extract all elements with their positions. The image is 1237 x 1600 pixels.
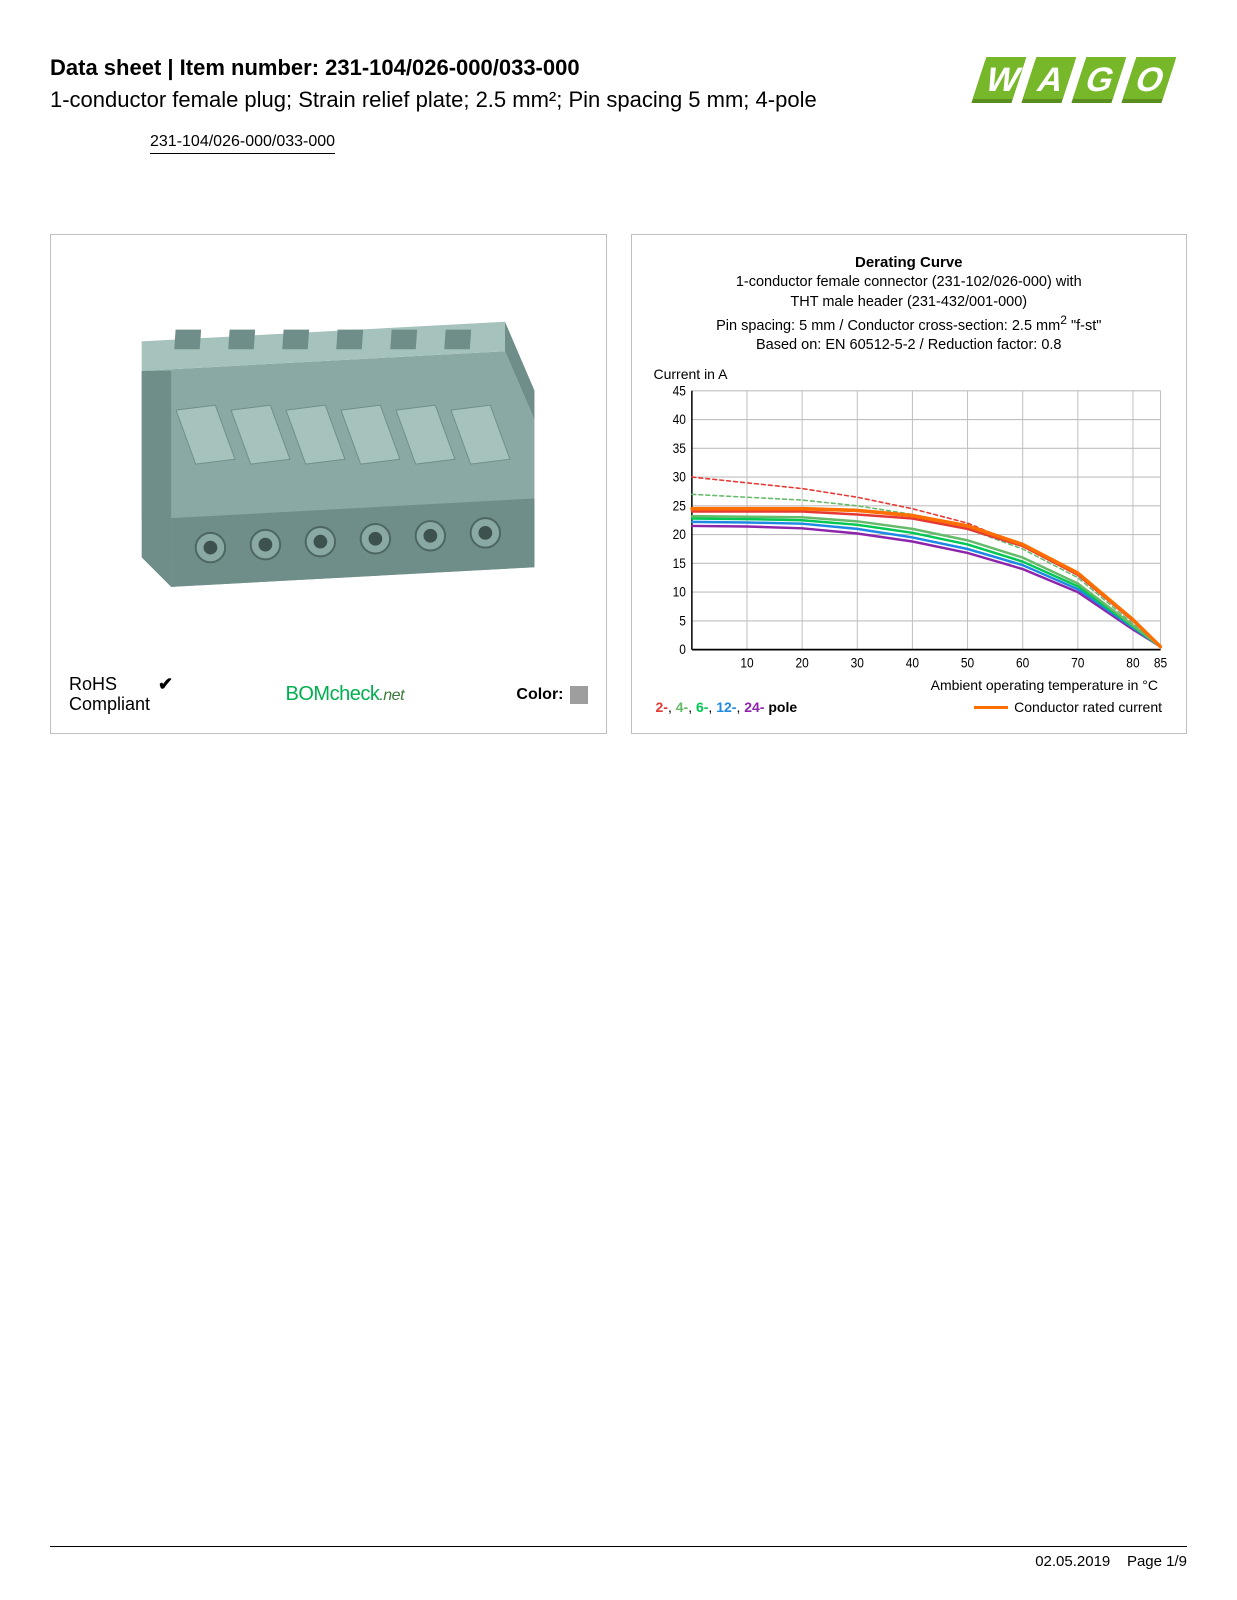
chart-legend: 2-, 4-, 6-, 12-, 24- pole Conductor rate… [650, 699, 1169, 715]
item-number-value: 231-104/026-000/033-000 [325, 55, 579, 80]
color-swatch [570, 686, 588, 704]
chart-y-label: Current in A [654, 366, 1169, 382]
chart-sub2: THT male header (231-432/001-000) [650, 293, 1169, 313]
legend-rated-label: Conductor rated current [1014, 699, 1162, 715]
bomcheck-badge: BOMcheck.net [286, 683, 405, 706]
svg-text:10: 10 [672, 584, 685, 600]
svg-text:60: 60 [1016, 655, 1029, 671]
legend-rated-line [974, 706, 1008, 709]
svg-text:35: 35 [672, 440, 685, 456]
product-description: 1-conductor female plug; Strain relief p… [50, 85, 947, 115]
color-indicator: Color: [516, 686, 587, 704]
svg-text:45: 45 [672, 384, 685, 398]
header-text-block: Data sheet | Item number: 231-104/026-00… [50, 55, 967, 115]
item-number-link[interactable]: 231-104/026-000/033-000 [150, 133, 335, 154]
chart-sub3: Pin spacing: 5 mm / Conductor cross-sect… [650, 312, 1169, 336]
svg-text:30: 30 [850, 655, 863, 671]
legend-rated: Conductor rated current [974, 699, 1162, 715]
page-footer: 02.05.2019 Page 1/9 [50, 1546, 1187, 1570]
rohs-compliant-badge: RoHS Compliant ✔ [69, 675, 173, 715]
legend-poles: 2-, 4-, 6-, 12-, 24- pole [656, 699, 798, 715]
chart-header: Derating Curve 1-conductor female connec… [650, 253, 1169, 356]
svg-text:40: 40 [905, 655, 918, 671]
svg-text:70: 70 [1071, 655, 1084, 671]
content-panels: RoHS Compliant ✔ BOMcheck.net Color: Der… [50, 234, 1187, 734]
svg-text:0: 0 [679, 641, 686, 657]
wago-logo: W A G O [967, 55, 1187, 110]
chart-sub1: 1-conductor female connector (231-102/02… [650, 273, 1169, 293]
chart-panel: Derating Curve 1-conductor female connec… [631, 234, 1188, 734]
svg-text:20: 20 [672, 526, 685, 542]
svg-text:15: 15 [672, 555, 685, 571]
color-label: Color: [516, 686, 563, 704]
product-panel: RoHS Compliant ✔ BOMcheck.net Color: [50, 234, 607, 734]
page-header: Data sheet | Item number: 231-104/026-00… [50, 55, 1187, 115]
product-image [69, 253, 588, 665]
svg-text:30: 30 [672, 469, 685, 485]
chart-sub3a: Pin spacing: 5 mm / Conductor cross-sect… [716, 318, 1060, 334]
svg-text:40: 40 [672, 411, 685, 427]
bom-suffix: .net [379, 687, 404, 704]
rohs-text-2: Compliant [69, 695, 150, 715]
check-icon: ✔ [158, 675, 173, 695]
bom-mid: check [330, 683, 380, 705]
svg-text:25: 25 [672, 498, 685, 514]
datasheet-label: Data sheet [50, 55, 161, 80]
title-sep: | [161, 55, 179, 80]
item-number-label: Item number: [180, 55, 325, 80]
svg-text:50: 50 [960, 655, 973, 671]
footer-page: Page 1/9 [1127, 1553, 1187, 1570]
svg-text:20: 20 [795, 655, 808, 671]
chart-sub3b: "f-st" [1067, 318, 1101, 334]
chart-sub4: Based on: EN 60512-5-2 / Reduction facto… [650, 336, 1169, 356]
svg-text:85: 85 [1153, 655, 1166, 671]
title-line-1: Data sheet | Item number: 231-104/026-00… [50, 55, 947, 81]
chart-sub3-sup: 2 [1060, 313, 1067, 327]
chart-plot-area: 0 5 10 15 20 25 30 35 40 45 10 20 30 40 50 60 70 80 85 [650, 384, 1169, 677]
svg-text:5: 5 [679, 613, 686, 629]
chart-x-label: Ambient operating temperature in °C [650, 677, 1169, 693]
svg-text:80: 80 [1126, 655, 1139, 671]
bom-prefix: BOM [286, 683, 330, 705]
svg-text:10: 10 [740, 655, 753, 671]
product-panel-footer: RoHS Compliant ✔ BOMcheck.net Color: [69, 675, 588, 715]
rohs-text-1: RoHS [69, 675, 150, 695]
chart-title: Derating Curve [650, 253, 1169, 273]
footer-date: 02.05.2019 [1035, 1553, 1110, 1570]
